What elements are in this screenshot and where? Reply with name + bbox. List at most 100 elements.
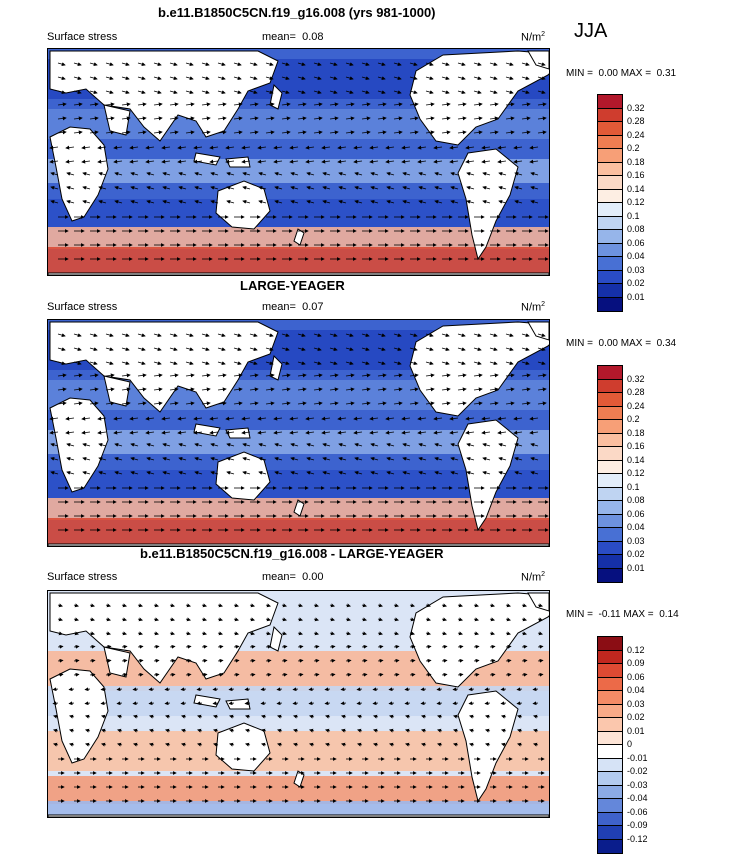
colorbar-tick-label: 0.1 — [627, 481, 640, 492]
colorbar-tick-label: 0.03 — [627, 698, 645, 709]
land-mass — [225, 427, 251, 439]
colorbar-tick-label: 0.12 — [627, 644, 645, 655]
wind-vectors — [52, 603, 545, 803]
colorbar-tick-label: 0.03 — [627, 264, 645, 275]
panel-3-minmax: MIN = -0.11 MAX = 0.14 — [566, 609, 679, 620]
colorbar-swatch — [598, 176, 622, 190]
land-mass — [527, 592, 549, 612]
land-mass — [49, 397, 109, 493]
panel-1-mean-value: 0.08 — [302, 31, 324, 43]
land-mass — [103, 646, 131, 678]
colorbar-swatch — [598, 704, 622, 718]
colorbar-tick-label: 0.06 — [627, 508, 645, 519]
colorbar-swatch — [598, 149, 622, 163]
colorbar-tick-label: 0.04 — [627, 685, 645, 695]
colorbar-swatch — [598, 664, 622, 678]
colorbar-tick-label: 0.28 — [627, 387, 645, 397]
panel-3-mean-value: 0.00 — [302, 571, 324, 583]
land-mass — [269, 625, 283, 652]
colorbar-swatch — [598, 284, 622, 298]
colorbar-tick-label: -0.02 — [627, 766, 648, 776]
land-mass — [409, 50, 549, 146]
colorbar-tick-label: 0.2 — [627, 414, 640, 424]
colorbar-swatch — [598, 758, 622, 772]
colorbar-swatch — [598, 528, 622, 542]
panel-2-title: LARGE-YEAGER — [240, 278, 345, 293]
colorbar-tick-label: -0.03 — [627, 779, 648, 790]
panel-1-title: b.e11.B1850C5CN.f19_g16.008 (yrs 981-100… — [158, 5, 436, 20]
colorbar-tick-label: 0.28 — [627, 116, 645, 126]
colorbar-swatch — [598, 731, 622, 745]
colorbar-swatch — [598, 122, 622, 136]
colorbar-tick-label: 0.24 — [627, 129, 645, 140]
season-label: JJA — [574, 20, 608, 42]
colorbar-tick-label: 0.02 — [627, 549, 645, 559]
colorbar-swatch — [598, 650, 622, 664]
panel-1-minmax: MIN = 0.00 MAX = 0.31 — [566, 68, 677, 79]
colorbar-tick-label: 0.01 — [627, 291, 645, 302]
panel-2-left-label: Surface stress — [47, 301, 118, 313]
panel-1-mean: mean= 0.08 — [262, 31, 324, 43]
panel-1-colorbar — [597, 94, 623, 312]
panel-3-colorbar — [597, 636, 623, 854]
land-mass — [103, 104, 131, 136]
colorbar-tick-label: 0.1 — [627, 210, 640, 221]
panel-1-units: N/m2 — [521, 31, 546, 44]
land-mass — [48, 543, 549, 546]
colorbar-swatch — [598, 230, 622, 244]
land-mass — [103, 375, 131, 407]
colorbar-tick-label: 0 — [627, 739, 633, 749]
colorbar-tick-label: 0.32 — [627, 373, 645, 384]
colorbar-tick-label: -0.12 — [627, 833, 648, 844]
colorbar-tick-label: 0.02 — [627, 712, 645, 722]
land-mass — [193, 423, 221, 437]
colorbar-tick-label: 0.2 — [627, 143, 640, 153]
land-mass — [457, 419, 519, 532]
colorbar-tick-label: 0.12 — [627, 468, 645, 478]
panel-3-map — [47, 590, 550, 818]
colorbar-tick-label: -0.06 — [627, 806, 648, 817]
colorbar-tick-label: 0.18 — [627, 156, 645, 167]
colorbar-swatch — [598, 203, 622, 217]
wind-vectors — [49, 333, 549, 532]
panel-2-map — [47, 319, 550, 547]
panel-2-colorbar — [597, 365, 623, 583]
colorbar-swatch — [598, 135, 622, 149]
panel-2-minmax: MIN = 0.00 MAX = 0.34 — [566, 338, 677, 349]
colorbar-tick-label: 0.09 — [627, 658, 645, 668]
colorbar-swatch — [598, 839, 622, 853]
land-mass — [48, 814, 549, 817]
colorbar-swatch — [598, 501, 622, 515]
colorbar-swatch — [598, 433, 622, 447]
colorbar-tick-label: 0.08 — [627, 224, 645, 234]
colorbar-tick-label: 0.04 — [627, 522, 645, 532]
colorbar-tick-label: 0.14 — [627, 454, 645, 465]
colorbar-swatch — [598, 514, 622, 528]
colorbar-tick-label: -0.04 — [627, 793, 648, 803]
colorbar-swatch — [598, 785, 622, 799]
colorbar-swatch — [598, 474, 622, 488]
land-mass — [409, 321, 549, 417]
colorbar-swatch — [598, 189, 622, 203]
colorbar-tick-label: 0.06 — [627, 671, 645, 682]
land-mass — [457, 148, 519, 261]
panel-2-mean-value: 0.07 — [302, 301, 324, 313]
colorbar-swatch — [598, 366, 622, 380]
colorbar-swatch — [598, 487, 622, 501]
colorbar-tick-label: 0.24 — [627, 400, 645, 411]
panel-2-units: N/m2 — [521, 301, 546, 314]
panel-3-left-label: Surface stress — [47, 571, 118, 583]
colorbar-tick-label: 0.06 — [627, 237, 645, 248]
panel-1-left-label: Surface stress — [47, 31, 118, 43]
land-mass — [49, 668, 109, 764]
colorbar-swatch — [598, 162, 622, 176]
panel-3-mean: mean= 0.00 — [262, 571, 324, 583]
land-mass — [49, 126, 109, 222]
colorbar-swatch — [598, 460, 622, 474]
colorbar-tick-label: 0.14 — [627, 183, 645, 194]
colorbar-swatch — [598, 406, 622, 420]
colorbar-swatch — [598, 826, 622, 840]
colorbar-swatch — [598, 637, 622, 651]
colorbar-tick-label: 0.32 — [627, 102, 645, 113]
colorbar-tick-label: 0.16 — [627, 441, 645, 451]
